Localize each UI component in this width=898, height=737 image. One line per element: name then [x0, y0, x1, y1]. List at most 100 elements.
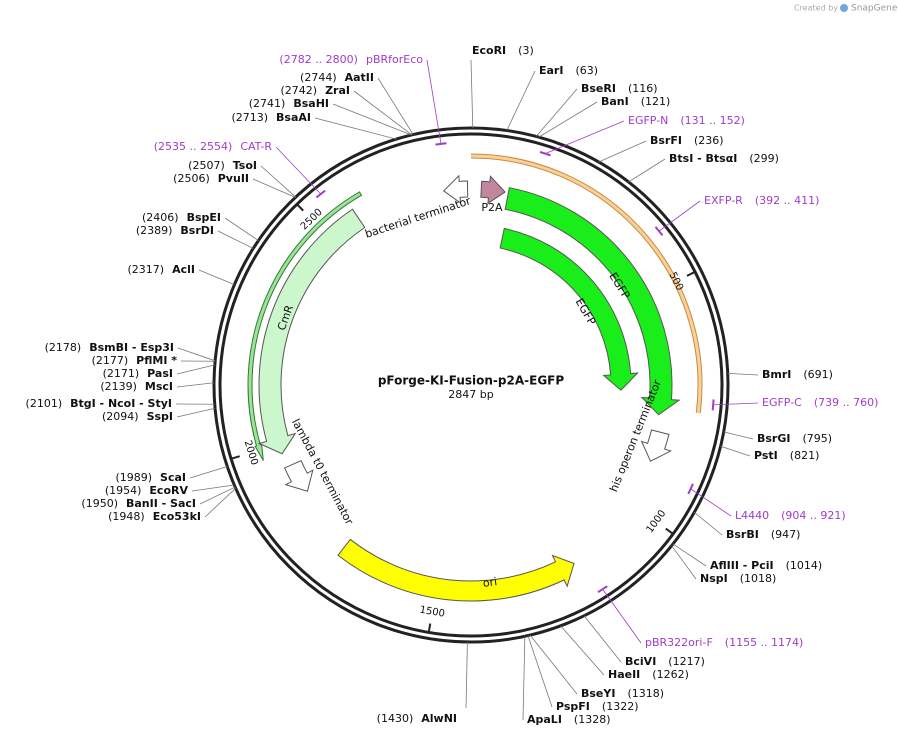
primer-mark: [597, 585, 608, 594]
enzyme-name: TsoI: [233, 159, 257, 172]
enzyme-site: (1328): [574, 713, 611, 726]
enzyme-name: ZraI: [325, 84, 350, 97]
brand: SnapGene: [851, 4, 898, 14]
primer-mark: [315, 189, 326, 199]
primer-mark: [435, 142, 447, 146]
leader-line: [545, 120, 625, 155]
enzyme-name: AlwNI: [421, 712, 457, 725]
leader-line: [713, 402, 759, 406]
enzyme-site: (1322): [602, 700, 639, 713]
feature-label: ori: [482, 575, 498, 590]
enzyme-site: (1318): [627, 687, 664, 700]
enzyme-site: (2406): [142, 211, 179, 224]
enzyme-site: (1950): [81, 497, 118, 510]
feature-arrow: [442, 174, 469, 204]
enzyme-site: (3): [518, 44, 534, 57]
enzyme-name: BanII - SacI: [126, 497, 196, 510]
primer-name: L4440: [735, 509, 769, 522]
feature-arrow: [247, 191, 363, 461]
enzyme-site: (2101): [26, 397, 63, 410]
leader-line: [177, 347, 216, 362]
enzyme-name: AclI: [172, 263, 195, 276]
enzyme-name: EarI: [539, 64, 563, 77]
enzyme-name: BsaAI: [276, 111, 311, 124]
enzyme-name: PasI: [147, 367, 173, 380]
enzyme-name: BtsI - BtsαI: [669, 152, 737, 165]
leader-line: [426, 59, 442, 144]
leader-line: [598, 140, 647, 163]
enzyme-name: BtgI - NcoI - StyI: [70, 397, 172, 410]
primer-range: (739 .. 760): [814, 396, 879, 409]
tick-mark: [230, 455, 240, 460]
primer-name: EGFP-N: [628, 114, 668, 127]
leader-line: [723, 431, 754, 440]
enzyme-name: BmrI: [762, 368, 791, 381]
primer-name: pBRforEco: [366, 53, 423, 66]
tick-mark: [665, 527, 674, 535]
leader-line: [535, 88, 578, 137]
primer-range: (904 .. 921): [781, 509, 846, 522]
leader-line: [224, 217, 259, 241]
leader-line: [217, 230, 254, 249]
enzyme-site: (2713): [231, 111, 268, 124]
enzyme-name: PspFI: [556, 700, 590, 713]
enzyme-site: (2506): [173, 172, 210, 185]
enzyme-site: (63): [575, 64, 598, 77]
enzyme-site: (2317): [128, 263, 165, 276]
tick-mark: [686, 270, 696, 277]
tick-label: 1000: [645, 508, 669, 535]
leader-line: [560, 625, 605, 676]
enzyme-name: PstI: [754, 449, 778, 462]
feature-arrow: [283, 459, 314, 492]
enzyme-name: ApaLI: [527, 713, 562, 726]
leader-line: [377, 77, 414, 135]
plasmid-length: 2847 bp: [448, 388, 493, 401]
primer-range: (392 .. 411): [755, 194, 820, 207]
leader-line: [189, 466, 228, 479]
leader-line: [583, 615, 622, 663]
leader-line: [628, 158, 666, 183]
leader-line: [470, 59, 474, 129]
leader-line: [727, 372, 759, 376]
primer-name: CAT-R: [240, 140, 272, 153]
enzyme-name: NspI: [700, 572, 728, 585]
primer-name: EGFP-C: [762, 396, 802, 409]
backbone-inner: [218, 132, 724, 638]
backbone-outer: [212, 126, 730, 644]
enzyme-site: (1989): [115, 471, 152, 484]
enzyme-name: ScaI: [160, 471, 186, 484]
enzyme-name: Eco53kI: [153, 510, 201, 523]
leader-line: [332, 103, 412, 136]
enzyme-name: AatII: [345, 71, 374, 84]
enzyme-name: BanI: [601, 95, 629, 108]
enzyme-site: (821): [790, 449, 820, 462]
leader-line: [465, 641, 468, 709]
primer-range: (2535 .. 2554): [154, 140, 233, 153]
enzyme-site: (1430): [377, 712, 414, 725]
leader-line: [693, 512, 723, 536]
enzyme-site: (2139): [100, 380, 137, 393]
primer-mark: [687, 483, 694, 495]
tick-mark: [427, 623, 432, 633]
enzyme-site: (2744): [300, 71, 337, 84]
leader-line: [538, 101, 598, 138]
leader-line: [720, 445, 751, 457]
enzyme-site: (1948): [108, 510, 145, 523]
enzyme-site: (2094): [102, 410, 139, 423]
plasmid-name: pForge-KI-Fusion-p2A-EGFP: [378, 374, 565, 388]
leader-line: [527, 635, 553, 708]
enzyme-name: EcoRI: [472, 44, 506, 57]
enzyme-site: (2389): [136, 224, 173, 237]
leader-line: [176, 407, 216, 418]
feature-label: P2A: [481, 201, 503, 214]
leader-line: [671, 545, 697, 580]
leader-line: [314, 117, 397, 140]
enzyme-site: (1217): [668, 655, 705, 668]
enzyme-name: EcoRV: [149, 484, 188, 497]
enzyme-name: BseYI: [581, 687, 615, 700]
tick-label: 500: [667, 271, 685, 293]
tick-label: 1500: [419, 605, 446, 620]
enzyme-site: (1018): [740, 572, 777, 585]
